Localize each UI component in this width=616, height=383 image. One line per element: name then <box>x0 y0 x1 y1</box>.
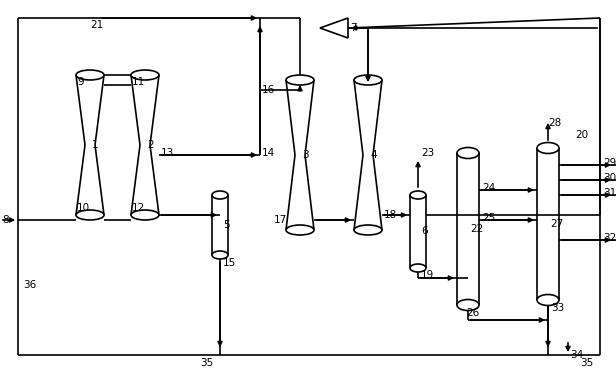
Text: 16: 16 <box>262 85 275 95</box>
Text: 31: 31 <box>603 188 616 198</box>
Ellipse shape <box>76 70 104 80</box>
Text: 13: 13 <box>161 148 174 158</box>
Ellipse shape <box>410 191 426 199</box>
Text: 17: 17 <box>274 215 287 225</box>
Text: 24: 24 <box>482 183 495 193</box>
Text: 2: 2 <box>147 140 153 150</box>
Text: 27: 27 <box>550 219 563 229</box>
Text: 34: 34 <box>570 350 583 360</box>
Text: 25: 25 <box>482 213 495 223</box>
Text: 28: 28 <box>548 118 561 128</box>
Ellipse shape <box>537 295 559 306</box>
Text: 20: 20 <box>575 130 588 140</box>
Text: 15: 15 <box>223 258 237 268</box>
Text: 3: 3 <box>302 150 309 160</box>
Text: 10: 10 <box>77 203 90 213</box>
Ellipse shape <box>76 210 104 220</box>
Ellipse shape <box>457 147 479 159</box>
Text: 12: 12 <box>132 203 145 213</box>
Text: 22: 22 <box>470 224 483 234</box>
Text: 11: 11 <box>132 77 145 87</box>
Text: 4: 4 <box>370 150 376 160</box>
Ellipse shape <box>286 225 314 235</box>
Text: 35: 35 <box>580 358 593 368</box>
Ellipse shape <box>212 191 228 199</box>
Text: 5: 5 <box>223 220 230 230</box>
Ellipse shape <box>354 225 382 235</box>
Text: 29: 29 <box>603 158 616 168</box>
Text: 19: 19 <box>421 270 434 280</box>
Text: 30: 30 <box>603 173 616 183</box>
Text: 18: 18 <box>384 210 397 220</box>
Text: 1: 1 <box>92 140 99 150</box>
Ellipse shape <box>354 75 382 85</box>
Ellipse shape <box>212 251 228 259</box>
Text: 14: 14 <box>262 148 275 158</box>
Ellipse shape <box>537 142 559 154</box>
Text: 26: 26 <box>466 308 479 318</box>
Text: 33: 33 <box>551 303 564 313</box>
Polygon shape <box>320 18 348 38</box>
Text: 8: 8 <box>2 215 9 225</box>
Text: 7: 7 <box>350 23 357 33</box>
Text: 36: 36 <box>23 280 36 290</box>
Text: 23: 23 <box>421 148 434 158</box>
Ellipse shape <box>131 210 159 220</box>
Text: 6: 6 <box>421 226 428 236</box>
Text: 9: 9 <box>77 77 84 87</box>
Text: 21: 21 <box>90 20 103 30</box>
Ellipse shape <box>286 75 314 85</box>
Ellipse shape <box>131 70 159 80</box>
Text: 32: 32 <box>603 233 616 243</box>
Text: 35: 35 <box>200 358 213 368</box>
Ellipse shape <box>457 300 479 311</box>
Ellipse shape <box>410 264 426 272</box>
